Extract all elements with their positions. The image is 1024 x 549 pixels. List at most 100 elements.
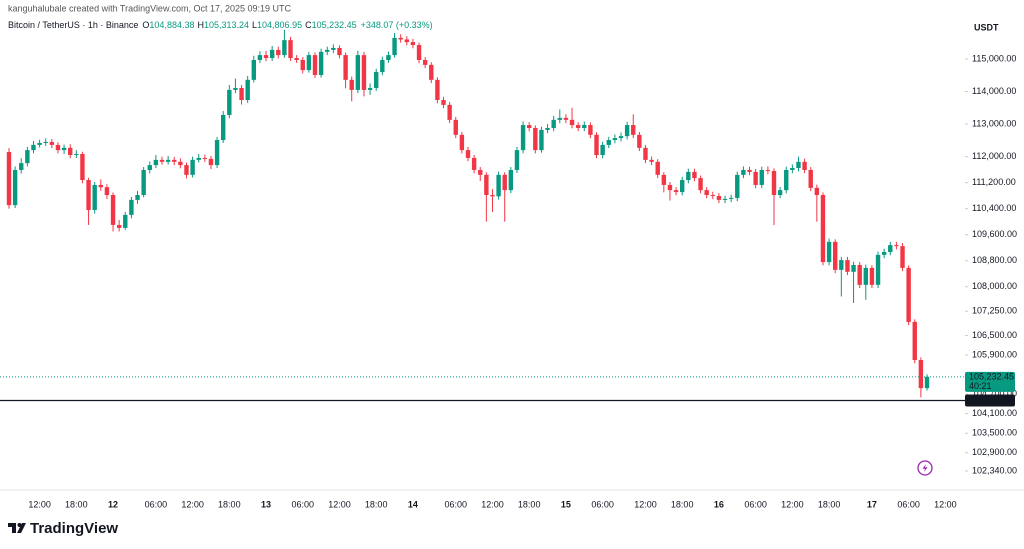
candle-body <box>263 55 269 59</box>
y-tick-label: 102,900.00 <box>972 447 1017 457</box>
candle-body <box>374 72 379 88</box>
legend-label: H <box>197 20 204 30</box>
candle-body <box>12 169 18 206</box>
candle-body <box>753 171 758 185</box>
candle-body <box>808 169 813 188</box>
x-tick-label: 06:00 <box>291 499 314 509</box>
candle-body <box>863 267 868 285</box>
candle-body <box>257 55 263 60</box>
candle-body <box>349 79 354 90</box>
candle-body <box>814 187 820 196</box>
x-tick-label: 18:00 <box>518 499 541 509</box>
candle-body <box>92 184 97 210</box>
candle-body <box>25 150 30 164</box>
lightning-icon[interactable] <box>917 460 933 476</box>
x-tick-label: 12:00 <box>781 499 804 509</box>
candle-body <box>869 267 875 285</box>
legend-label: C <box>305 20 312 30</box>
candle-body <box>398 37 403 40</box>
candle-body <box>61 147 67 151</box>
candle-body <box>153 159 159 166</box>
candle-body <box>490 195 495 197</box>
candle-body <box>545 127 550 130</box>
ohlc-legend: Bitcoin / TetherUS · 1h · Binance O104,88… <box>8 20 433 30</box>
candle-body <box>673 190 679 193</box>
candle-body <box>312 55 318 75</box>
candle-body <box>839 260 844 270</box>
candle-body <box>802 161 807 170</box>
candle-body <box>178 161 183 166</box>
legend-value: 105,313.24 <box>204 20 249 30</box>
x-tick-label: 06:00 <box>591 499 614 509</box>
countdown-label: 40:21 <box>969 381 992 391</box>
y-tick-label: 108,000.00 <box>972 281 1017 291</box>
candle-body <box>190 159 195 175</box>
candle-body <box>851 264 856 272</box>
attribution: kanguhalubale created with TradingView.c… <box>8 3 292 13</box>
candle-body <box>582 125 587 128</box>
candle-body <box>184 165 189 175</box>
x-tick-label: 12:00 <box>181 499 204 509</box>
candle-body <box>606 140 611 145</box>
y-tick-label: 108,800.00 <box>972 255 1017 265</box>
candle-body <box>227 89 232 115</box>
candle-body <box>728 197 734 199</box>
candle-body <box>796 161 801 169</box>
candle-body <box>539 129 544 151</box>
y-tick-label: 114,000.00 <box>972 86 1016 96</box>
candle-body <box>441 100 446 105</box>
x-tick-label: 18:00 <box>218 499 241 509</box>
candle-body <box>765 169 771 171</box>
x-tick-label: 17 <box>867 499 877 509</box>
candle-body <box>557 117 562 120</box>
candle-body <box>37 142 42 145</box>
x-tick-label: 18:00 <box>818 499 841 509</box>
y-tick-label: 112,000.00 <box>972 151 1016 161</box>
candle-body <box>563 117 569 120</box>
candle-body <box>355 55 361 90</box>
candle-body <box>306 55 312 71</box>
candle-body <box>221 114 226 141</box>
candle-body <box>741 169 746 175</box>
candle-body <box>392 37 397 56</box>
candle-body <box>655 161 660 175</box>
brand: TradingView <box>30 520 118 537</box>
y-tick-label: 104,100.00 <box>972 408 1017 418</box>
candle-body <box>722 198 728 200</box>
candle-body <box>19 163 24 170</box>
candle-body <box>618 136 624 139</box>
candle-body <box>894 245 899 247</box>
y-tick-label: 115,000.00 <box>972 53 1016 63</box>
candle-body <box>282 40 287 56</box>
candle-body <box>704 190 709 196</box>
candle-body <box>380 59 385 73</box>
candle-body <box>771 170 777 196</box>
candle-body <box>453 119 458 135</box>
price-line-tag <box>965 394 1015 407</box>
candle-body <box>98 184 103 188</box>
candle-body <box>716 195 722 200</box>
candle-body <box>147 165 152 170</box>
candle-body <box>343 55 348 80</box>
candle-body <box>667 184 673 191</box>
candle-body <box>569 119 575 126</box>
candle-body <box>429 64 434 80</box>
candle-body <box>900 246 905 268</box>
candle-body <box>251 59 256 80</box>
x-tick-label: 12:00 <box>481 499 504 509</box>
x-tick-label: 12:00 <box>28 499 51 509</box>
candle-body <box>777 190 783 196</box>
candle-body <box>649 159 654 162</box>
candle-body <box>196 157 201 160</box>
candle-body <box>86 180 91 210</box>
candles <box>6 29 930 398</box>
candle-body <box>459 134 465 151</box>
candle-body <box>588 125 593 135</box>
candle-body <box>233 87 238 90</box>
candle-body <box>49 141 55 145</box>
candle-body <box>924 376 930 389</box>
y-tick-label: 110,400.00 <box>972 203 1016 213</box>
candle-body <box>643 147 648 160</box>
candle-body <box>104 187 110 196</box>
candle-body <box>245 79 250 101</box>
